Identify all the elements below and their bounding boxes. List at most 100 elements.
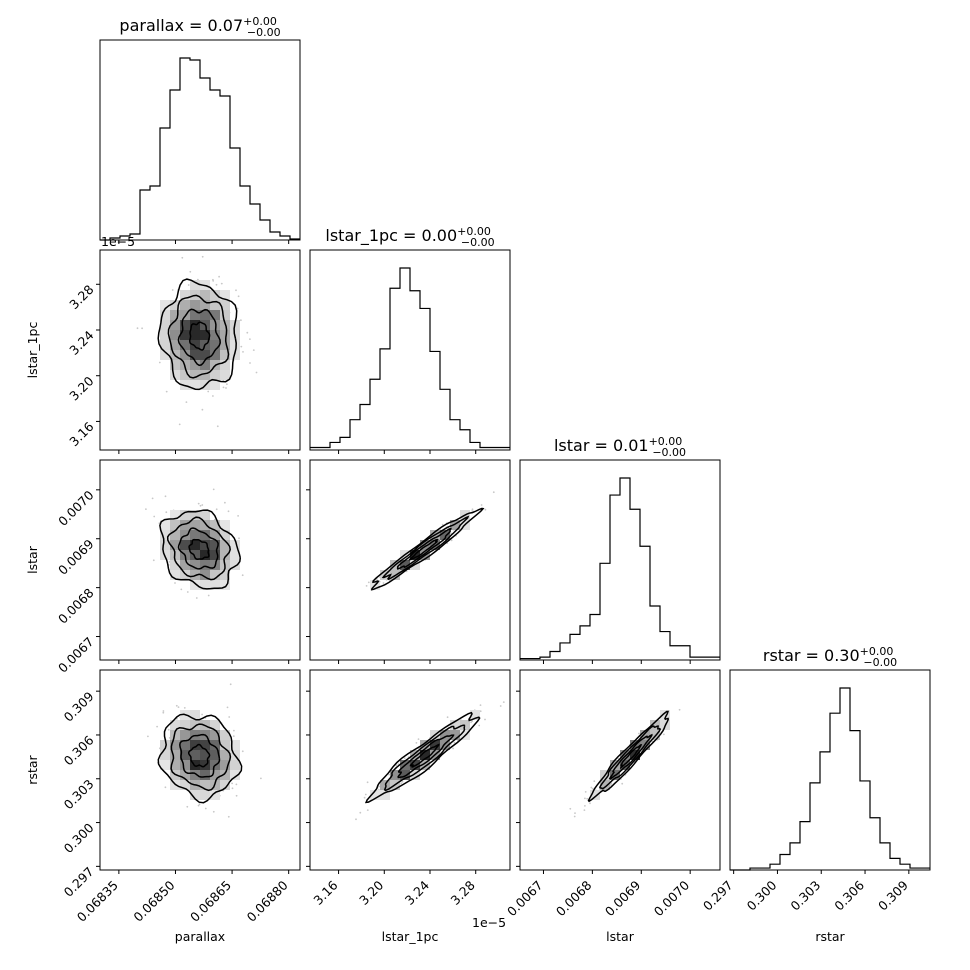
density-cell [170,330,180,340]
contour-line [409,743,440,768]
density-cell [650,730,660,740]
density-cell [220,310,230,320]
density-cell [220,330,230,340]
sample-point [590,786,593,789]
density-cell [170,530,180,540]
sample-point [164,495,167,498]
sample-point [366,781,369,784]
density-cell [450,520,460,530]
density-cell [210,730,220,740]
sample-point [152,559,155,562]
sample-point [235,289,237,292]
sample-point [415,742,418,744]
density-cell [210,370,220,380]
sample-point [621,782,624,785]
density-cell [430,540,440,550]
sample-point [363,796,366,799]
density-cell [170,370,180,380]
contour-line [381,515,470,581]
y-offset-lstar_1pc: 1e−5 [101,234,135,249]
density-cell [440,530,450,540]
density-cell [370,790,380,800]
density-cell [230,550,240,560]
sample-point [499,705,502,707]
panel-lstar-vs-lstar: lstar = 0.01+0.00 −0.00 [519,435,721,664]
density-cell [210,790,220,800]
density-cell [190,520,200,530]
contour-line [177,527,219,570]
sample-point [225,387,227,389]
y-tick-label: 0.0070 [55,487,97,529]
sample-point [584,805,586,807]
density-cell [400,560,410,570]
sample-point [229,683,232,686]
sample-point [403,757,406,759]
sample-point [232,735,235,737]
sample-point [226,706,229,709]
sample-point [240,345,243,348]
density-cell [210,750,220,760]
panel-title-rstar: rstar = 0.30+0.00 −0.00 [763,645,897,669]
sample-point [174,582,176,584]
sample-point [246,331,249,334]
x-tick-label: 0.300 [744,877,780,913]
sample-point [136,327,139,330]
density-cell [200,310,210,320]
density-cell [180,540,190,550]
sample-point [175,704,178,707]
sample-point [446,716,449,719]
sample-point [492,491,495,494]
density-cell [170,560,180,570]
y-tick-label: 0.0067 [55,634,97,676]
sample-point [151,497,154,500]
y-tick-label: 0.303 [61,776,97,812]
axes-frame [309,669,511,871]
sample-point [584,797,586,800]
density-cell [410,750,420,760]
sample-point [201,255,204,258]
x-axis-label-parallax: parallax [175,929,225,944]
sample-point [199,504,202,507]
density-cell [190,530,200,540]
density-cell [380,790,390,800]
density-cell [220,350,230,360]
density-cell [210,290,220,300]
sample-point [171,289,174,291]
density-cell [180,740,190,750]
sample-point [222,386,225,389]
contour-line [408,538,439,561]
density-cell [180,510,190,520]
sample-point [479,710,482,713]
sample-point [186,591,189,593]
sample-point [201,713,204,716]
density-cell [160,530,170,540]
x-tick-label: 0.06865 [187,878,234,925]
sample-point [365,585,368,587]
density-cell [180,290,190,300]
sample-point [453,741,456,744]
contour-line [167,294,230,379]
sample-point [355,818,357,821]
sample-point [220,282,223,285]
density-cell [210,530,220,540]
density-cell [210,520,220,530]
density-cell [170,720,180,730]
density-cell [200,370,210,380]
axes-frame [99,249,301,451]
sample-point [583,809,586,811]
axes-frame [309,459,511,661]
density-cell [220,570,230,580]
density-cell [190,510,200,520]
sample-point [227,510,230,513]
x-axis-label-rstar: rstar [815,929,845,944]
contour-line [587,710,670,803]
density-cell [190,360,200,370]
density-cell [470,710,480,720]
density-cell [170,520,180,530]
y-tick-label: 0.297 [61,864,97,900]
x-tick-label: 0.06850 [130,877,177,924]
sample-point [260,777,262,780]
density-cell [180,750,190,760]
sample-point [218,275,221,278]
density-cell [170,750,180,760]
